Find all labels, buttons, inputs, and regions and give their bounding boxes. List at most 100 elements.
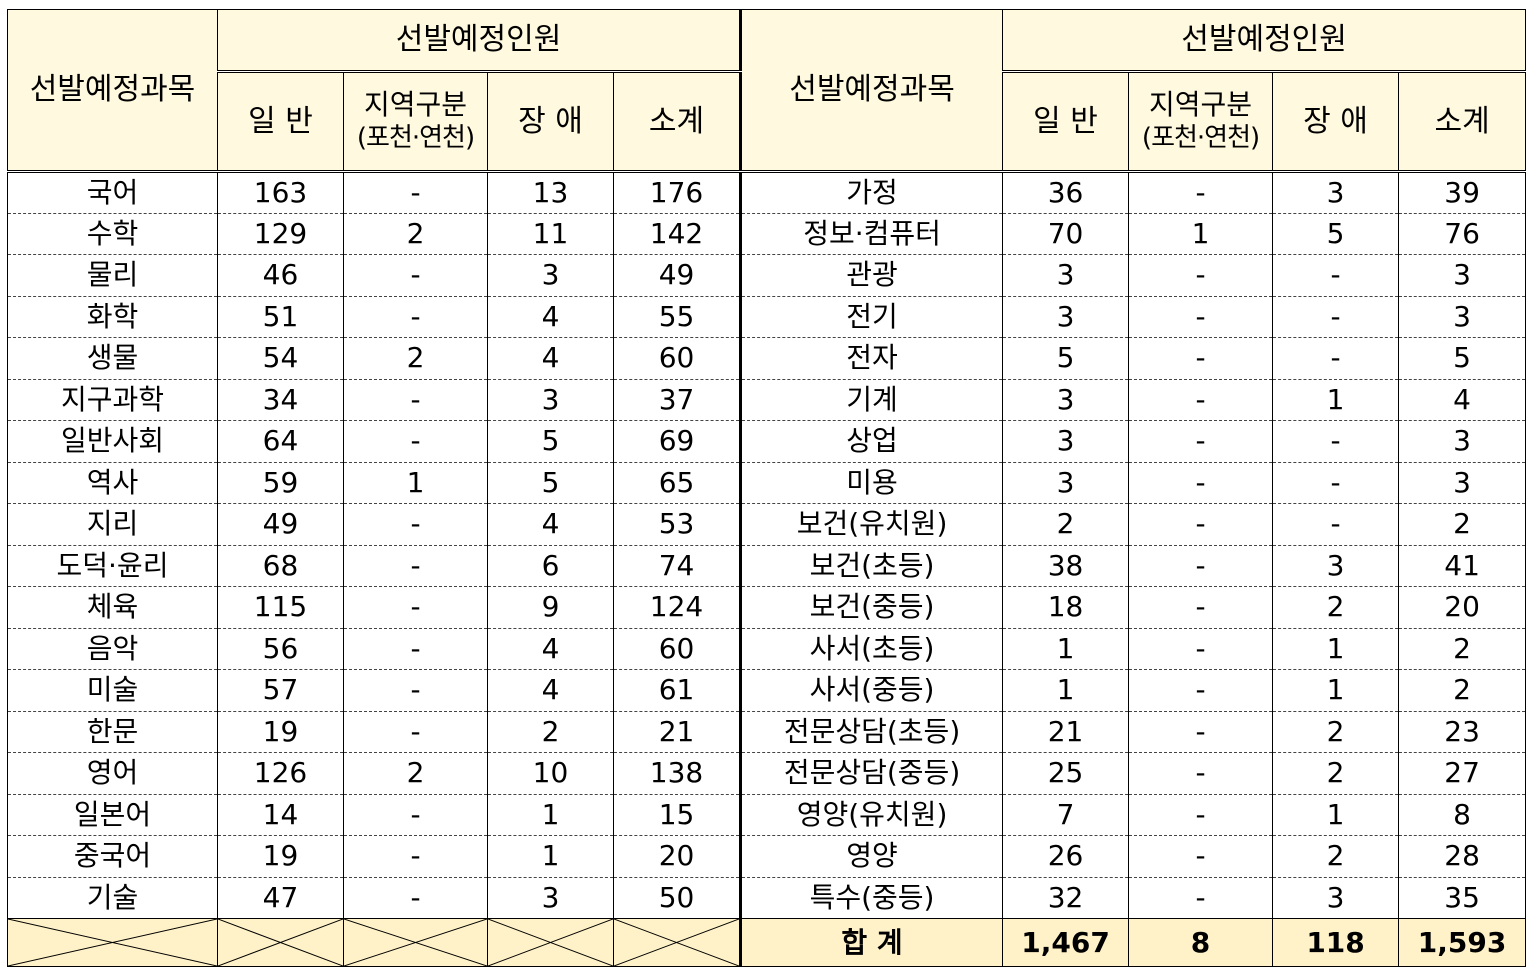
left-disabled-cell: 9 [487,586,614,629]
right-region-cell: - [1128,295,1274,338]
right-disabled-cell: - [1272,420,1400,463]
left-region-cell: - [343,420,488,463]
right-general-cell: 2 [1002,503,1130,546]
right-subtotal-cell: 3 [1398,295,1527,338]
right-disabled-cell: 3 [1272,876,1400,919]
left-general-cell: 115 [217,586,344,629]
left-subject-cell: 중국어 [7,835,218,878]
left-region-cell: - [343,171,488,214]
left-region-cell: - [343,710,488,753]
right-subtotal-cell: 4 [1398,378,1527,421]
table-row: 국어 163-13 176 가정 36-3 39 [7,171,1527,214]
subject-header-left: 선발예정과목 [7,9,218,173]
crossed-empty-cell [612,918,743,967]
left-disabled-cell: 2 [487,710,614,753]
right-general-cell: 5 [1002,337,1130,380]
left-general-cell: 163 [217,171,344,214]
right-subtotal-cell: 76 [1398,212,1527,255]
left-region-cell: - [343,669,488,712]
right-subtotal-cell: 20 [1398,586,1527,629]
crossed-empty-cell [343,918,488,967]
right-subject-cell: 기계 [740,378,1004,421]
left-general-cell: 64 [217,420,344,463]
left-region-cell: - [343,835,488,878]
left-subtotal-cell: 138 [612,752,743,795]
crossed-empty-cell [487,918,614,967]
right-general-cell: 3 [1002,254,1130,297]
left-subtotal-cell: 55 [612,295,743,338]
left-subtotal-cell: 142 [612,212,743,255]
table-row: 일본어 14-1 15 영양(유치원) 7-1 8 [7,793,1527,836]
left-subject-cell: 역사 [7,461,218,504]
right-general-cell: 36 [1002,171,1130,214]
left-general-cell: 47 [217,876,344,919]
right-general-cell: 38 [1002,544,1130,587]
right-region-cell: - [1128,669,1274,712]
left-region-cell: 2 [343,212,488,255]
right-subject-cell: 보건(중등) [740,586,1004,629]
left-general-cell: 46 [217,254,344,297]
right-subtotal-cell: 3 [1398,420,1527,463]
left-subtotal-cell: 60 [612,337,743,380]
left-subject-cell: 국어 [7,171,218,214]
right-subtotal-cell: 23 [1398,710,1527,753]
left-subject-cell: 기술 [7,876,218,919]
left-subtotal-cell: 53 [612,503,743,546]
table-row: 기술 47-3 50 특수(중등) 32-3 35 [7,876,1527,919]
left-disabled-cell: 6 [487,544,614,587]
left-general-cell: 51 [217,295,344,338]
left-subtotal-cell: 50 [612,876,743,919]
right-subtotal-cell: 2 [1398,503,1527,546]
left-subtotal-cell: 21 [612,710,743,753]
region-header-sublabel: (포천·연천) [1141,123,1260,154]
left-subject-cell: 도덕·윤리 [7,544,218,587]
left-disabled-cell: 5 [487,420,614,463]
right-subject-cell: 가정 [740,171,1004,214]
right-general-cell: 18 [1002,586,1130,629]
right-subtotal-cell: 27 [1398,752,1527,795]
right-disabled-cell: 2 [1272,752,1400,795]
right-general-cell: 1 [1002,627,1130,670]
right-subtotal-cell: 8 [1398,793,1527,836]
left-subtotal-cell: 60 [612,627,743,670]
left-region-cell: - [343,503,488,546]
right-subtotal-cell: 3 [1398,254,1527,297]
left-region-cell: 2 [343,752,488,795]
region-header-sublabel: (포천·연천) [356,123,475,154]
table-row: 지리 49-4 53 보건(유치원) 2- -2 [7,503,1527,546]
region-header-label: 지역구분 [1149,87,1253,121]
right-disabled-cell: - [1272,254,1400,297]
right-subtotal-cell: 39 [1398,171,1527,214]
right-region-cell: - [1128,378,1274,421]
table-row: 영어 126 2 10 138 전문상담(중등) 25-2 27 [7,752,1527,795]
left-subject-cell: 음악 [7,627,218,670]
right-region-cell: - [1128,752,1274,795]
recruitment-table: 선발예정과목 선발예정인원 선발예정과목 선발예정인원 일 반 지역구분 (포천·… [7,9,1527,967]
recruitment-table-container: 선발예정과목 선발예정인원 선발예정과목 선발예정인원 일 반 지역구분 (포천·… [7,9,1527,967]
right-general-cell: 26 [1002,835,1130,878]
left-general-cell: 68 [217,544,344,587]
table-row: 도덕·윤리 68-6 74 보건(초등) 38-3 41 [7,544,1527,587]
right-subject-cell: 사서(초등) [740,627,1004,670]
left-general-cell: 129 [217,212,344,255]
right-region-cell: - [1128,503,1274,546]
right-disabled-cell: 3 [1272,544,1400,587]
left-disabled-cell: 3 [487,876,614,919]
subject-header-right: 선발예정과목 [740,9,1004,173]
right-region-cell: - [1128,835,1274,878]
right-subject-cell: 영양 [740,835,1004,878]
right-general-cell: 32 [1002,876,1130,919]
left-general-cell: 49 [217,503,344,546]
right-subtotal-cell: 3 [1398,461,1527,504]
right-general-cell: 1 [1002,669,1130,712]
right-subject-cell: 전문상담(초등) [740,710,1004,753]
left-disabled-cell: 1 [487,793,614,836]
headcount-header-left: 선발예정인원 [216,9,743,73]
left-subtotal-cell: 49 [612,254,743,297]
crossed-empty-cell [217,918,344,967]
right-subtotal-cell: 5 [1398,337,1527,380]
left-general-cell: 56 [217,627,344,670]
right-region-cell: - [1128,461,1274,504]
left-disabled-cell: 13 [487,171,614,214]
right-disabled-cell: 1 [1272,669,1400,712]
